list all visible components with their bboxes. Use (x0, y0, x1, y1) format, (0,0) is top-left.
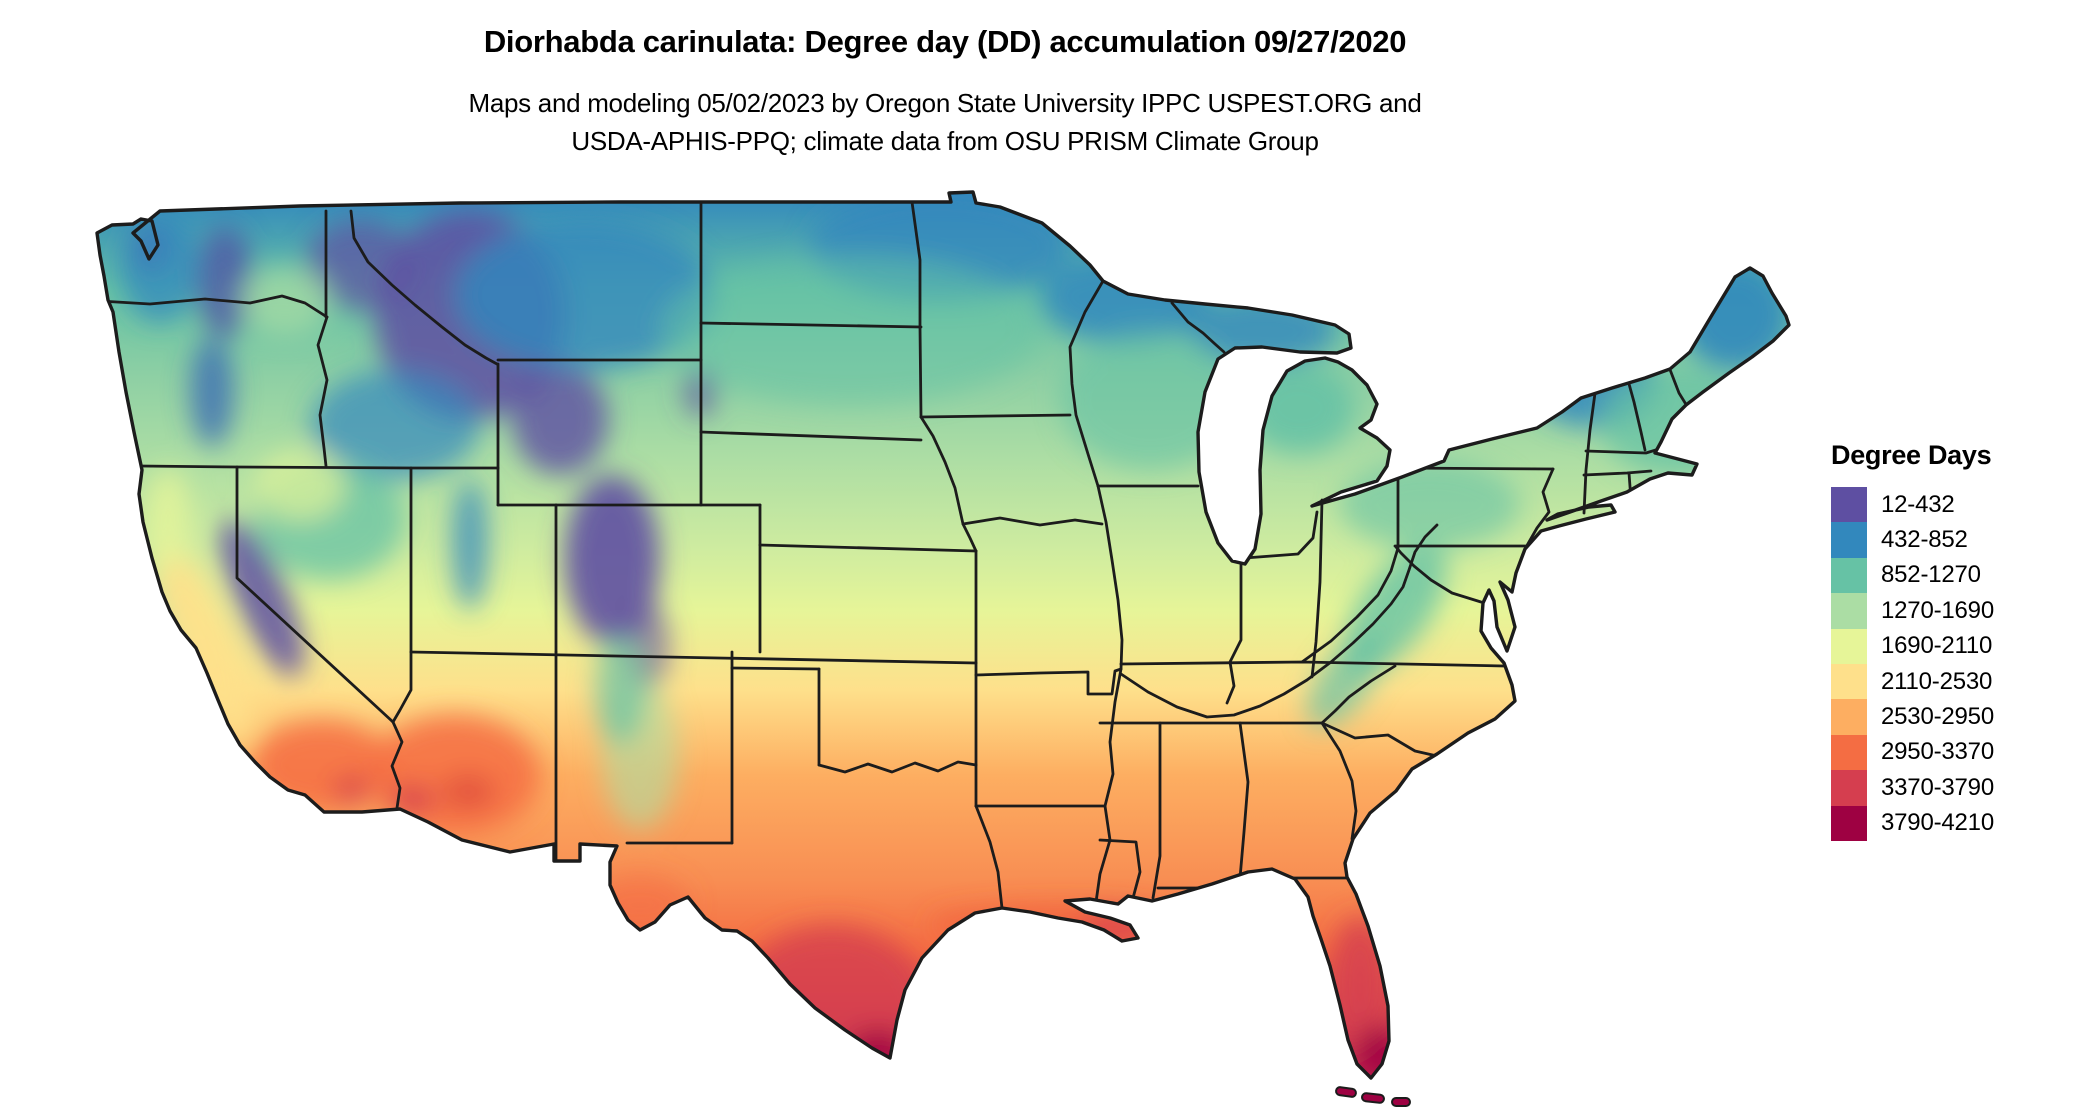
us-coastline-outline (95, 190, 1791, 1080)
legend-label: 1270-1690 (1881, 596, 1994, 624)
legend-label: 2530-2950 (1881, 703, 1994, 731)
subtitle-line-2: USDA-APHIS-PPQ; climate data from OSU PR… (571, 126, 1319, 156)
legend-item: 2950-3370 (1831, 734, 2071, 771)
map-fill-layer (97, 192, 1789, 1078)
legend-item: 1690-2110 (1831, 628, 2071, 664)
state-borders (98, 200, 1689, 910)
legend-item: 12-432 (1831, 487, 2071, 523)
page-title: Diorhabda carinulata: Degree day (DD) ac… (483, 24, 1407, 59)
page-subtitle: Maps and modeling 05/02/2023 by Oregon S… (245, 84, 1645, 160)
legend-label: 2110-2530 (1881, 667, 1993, 695)
legend-item: 2530-2950 (1831, 699, 2071, 735)
map-legend: Degree Days 12-432 432-852 852-1270 1270… (1831, 440, 2071, 841)
legend-label: 12-432 (1881, 490, 1955, 518)
legend-swatch (1831, 699, 1867, 735)
legend-label: 3790-4210 (1881, 809, 1994, 837)
legend-label: 852-1270 (1881, 561, 1981, 589)
legend-title: Degree Days (1831, 440, 1992, 470)
legend-label: 3370-3790 (1881, 773, 1994, 801)
florida-keys (1335, 1086, 1411, 1107)
subtitle-line-1: Maps and modeling 05/02/2023 by Oregon S… (468, 88, 1422, 118)
legend-swatch (1831, 663, 1867, 700)
legend-item: 1270-1690 (1831, 593, 2071, 629)
legend-swatch (1831, 770, 1867, 806)
legend-swatch (1831, 487, 1867, 523)
legend-swatch (1831, 593, 1867, 629)
legend-swatch (1831, 805, 1867, 841)
legend-item: 432-852 (1831, 522, 2071, 558)
legend-item: 3790-4210 (1831, 805, 2071, 841)
legend-swatch (1831, 628, 1867, 664)
legend-item: 2110-2530 (1831, 663, 2071, 700)
legend-label: 432-852 (1881, 526, 1968, 554)
legend-swatch (1831, 557, 1867, 594)
legend-label: 2950-3370 (1881, 738, 1994, 766)
legend-label: 1690-2110 (1881, 632, 1993, 660)
legend-swatch (1831, 522, 1867, 558)
legend-item: 3370-3790 (1831, 770, 2071, 806)
legend-swatch (1831, 734, 1867, 771)
legend-item: 852-1270 (1831, 557, 2071, 594)
